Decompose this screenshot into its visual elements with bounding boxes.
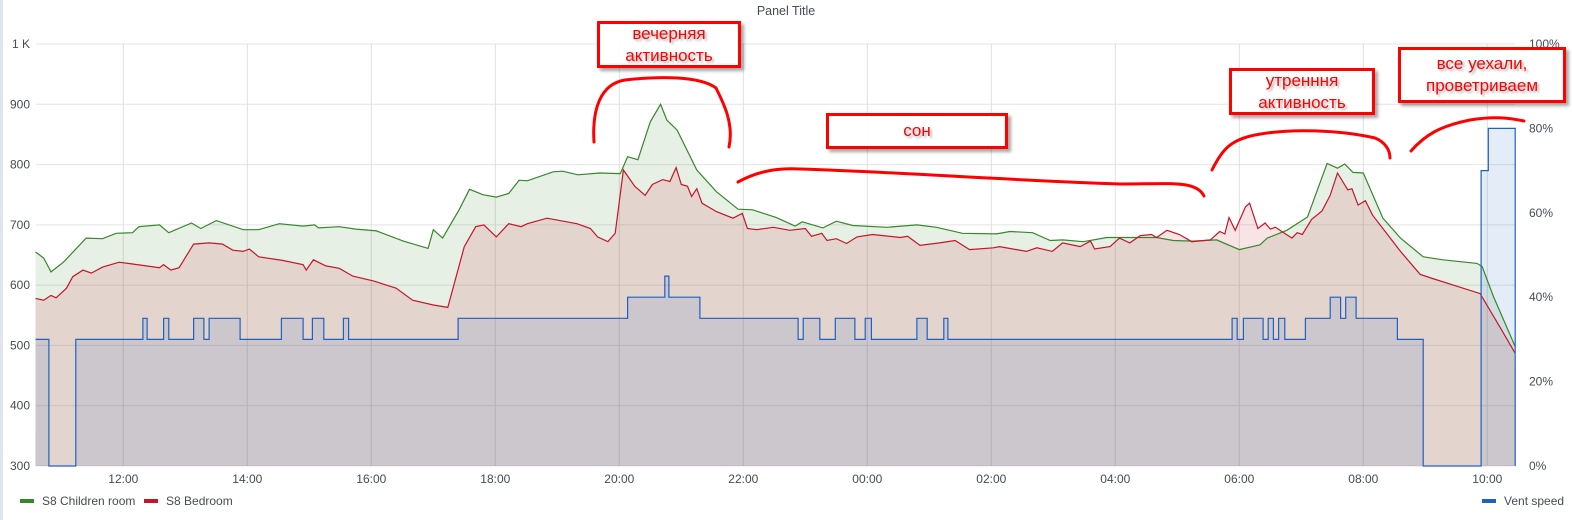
panel-edge [0, 0, 3, 520]
legend-label: S8 Bedroom [166, 494, 233, 508]
legend-label: Vent speed [1504, 494, 1565, 508]
x-tick-label: 14:00 [232, 472, 262, 486]
y-left-tick-label: 900 [10, 97, 30, 111]
x-tick-label: 20:00 [604, 472, 634, 486]
annotation-everyone-left: все уехали, проветриваем [1398, 47, 1566, 103]
legend-item-children-room[interactable]: S8 Children room [20, 494, 135, 508]
annotation-arc-morning [1210, 129, 1392, 172]
y-left-tick-label: 1 K [12, 37, 30, 51]
y-left-tick-label: 800 [10, 158, 30, 172]
legend-label: S8 Children room [42, 494, 136, 508]
y-right-tick-label: 40% [1529, 290, 1553, 304]
annotation-morning-activity: утренння активность [1229, 68, 1375, 115]
series-area-2 [35, 128, 1516, 466]
legend-swatch-green [20, 499, 34, 503]
series-lines [35, 102, 1516, 467]
y-right-tick-label: 60% [1529, 206, 1553, 220]
axis-ticks: 300 400 500 600 700 800 900 1 K 0% 20% 40% 60% 80% 10… [10, 37, 1560, 486]
y-left-tick-label: 700 [10, 218, 30, 232]
x-tick-label: 18:00 [480, 472, 510, 486]
x-tick-label: 00:00 [852, 472, 882, 486]
x-tick-label: 02:00 [976, 472, 1006, 486]
x-tick-label: 22:00 [728, 472, 758, 486]
annotation-arc-evening [592, 76, 732, 149]
series-line-1[interactable] [35, 165, 1516, 354]
legend-item-vent-speed[interactable]: Vent speed [1482, 494, 1564, 508]
grid [36, 43, 1515, 467]
y-left-tick-label: 400 [10, 399, 30, 413]
series-line-2[interactable] [35, 127, 1516, 467]
x-tick-label: 08:00 [1348, 472, 1378, 486]
x-tick-label: 16:00 [356, 472, 386, 486]
x-tick-label: 10:00 [1472, 472, 1502, 486]
legend-swatch-blue [1482, 499, 1496, 503]
series-area-1 [35, 167, 1516, 466]
y-left-tick-label: 300 [10, 459, 30, 473]
y-left-tick-label: 600 [10, 278, 30, 292]
x-tick-label: 06:00 [1224, 472, 1254, 486]
x-tick-label: 04:00 [1100, 472, 1130, 486]
legend-item-bedroom[interactable]: S8 Bedroom [144, 494, 233, 508]
y-right-tick-label: 20% [1529, 375, 1553, 389]
annotation-arc-leaving [1409, 116, 1526, 153]
annotation-evening-activity: вечерняя активность [597, 21, 741, 68]
x-tick-label: 12:00 [108, 472, 138, 486]
panel-title[interactable]: Panel Title [756, 4, 816, 18]
y-right-tick-label: 0% [1529, 459, 1547, 473]
series-area-0 [35, 104, 1516, 467]
annotation-arc-sleep [736, 167, 1206, 198]
legend-swatch-red [144, 499, 158, 503]
series-line-0[interactable] [35, 102, 1516, 347]
annotation-sleep: сон [826, 113, 1008, 149]
y-right-tick-label: 80% [1529, 121, 1553, 135]
annotation-arcs [592, 76, 1526, 198]
series-areas [35, 104, 1516, 467]
y-left-tick-label: 500 [10, 338, 30, 352]
